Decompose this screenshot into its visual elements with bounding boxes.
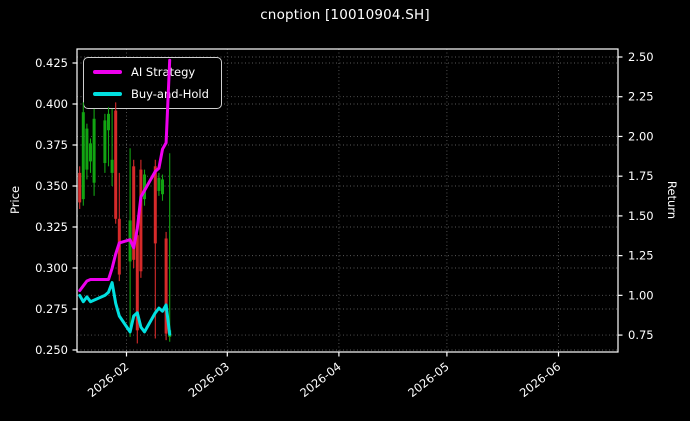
legend: AI Strategy Buy-and-Hold: [83, 57, 222, 109]
return-tick-label: 1.25: [628, 249, 654, 263]
price-tick-label: 0.300: [35, 261, 68, 275]
date-tick-label: 2026-04: [297, 359, 343, 400]
legend-item-ai-strategy: AI Strategy: [93, 63, 209, 81]
plot-frame: [76, 48, 619, 353]
price-tick-label: 0.400: [35, 97, 68, 111]
return-tick-label: 1.50: [628, 209, 654, 223]
chart-title: cnoption [10010904.SH]: [260, 7, 430, 23]
legend-label-ai-strategy: AI Strategy: [131, 65, 196, 79]
ai-strategy-line-swatch: [93, 70, 122, 74]
return-tick-label: 2.00: [628, 129, 654, 143]
date-tick-label: 2026-05: [405, 359, 451, 400]
buy-and-hold-line-swatch: [93, 92, 122, 96]
return-tick-label: 0.75: [628, 328, 654, 342]
return-tick-label: 1.75: [628, 169, 654, 183]
return-tick-label: 2.50: [628, 50, 654, 64]
legend-item-buy-and-hold: Buy-and-Hold: [93, 85, 209, 103]
return-tick-label: 1.00: [628, 288, 654, 302]
return-tick-label: 2.25: [628, 90, 654, 104]
legend-label-buy-and-hold: Buy-and-Hold: [131, 87, 209, 101]
price-tick-label: 0.275: [35, 302, 68, 316]
price-tick-label: 0.425: [35, 56, 68, 70]
date-tick-label: 2026-02: [85, 359, 131, 400]
date-tick-label: 2026-03: [186, 359, 232, 400]
price-tick-label: 0.375: [35, 138, 68, 152]
price-tick-label: 0.250: [35, 343, 68, 357]
price-tick-label: 0.325: [35, 220, 68, 234]
price-tick-label: 0.350: [35, 179, 68, 193]
date-tick-label: 2026-06: [517, 359, 563, 400]
